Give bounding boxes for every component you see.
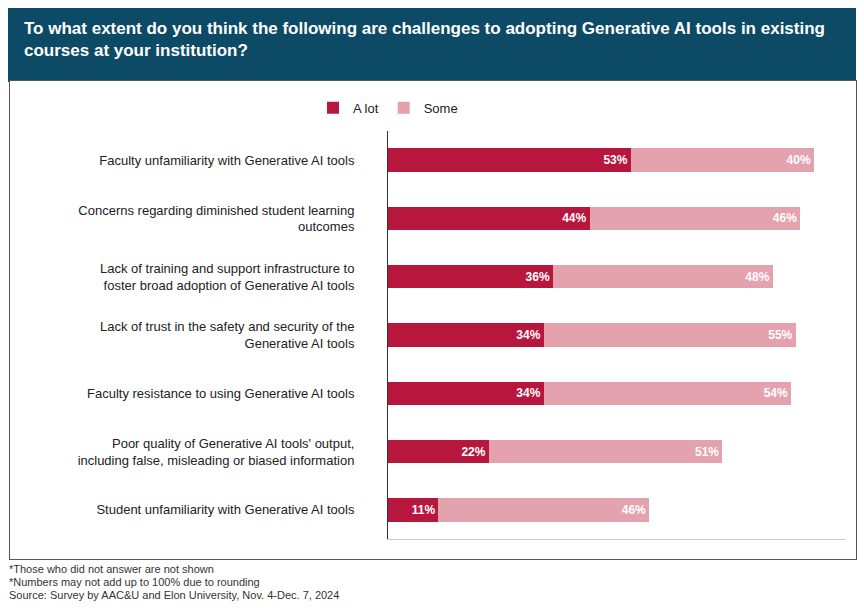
svg-text:Faculty unfamiliarity with Gen: Faculty unfamiliarity with Generative AI… bbox=[99, 153, 355, 168]
svg-text:55%: 55% bbox=[768, 328, 792, 342]
svg-text:Lack of trust in the safety an: Lack of trust in the safety and security… bbox=[100, 319, 355, 351]
svg-text:A lot: A lot bbox=[353, 101, 379, 116]
svg-text:36%: 36% bbox=[526, 270, 550, 284]
svg-text:Student unfamiliarity with Gen: Student unfamiliarity with Generative AI… bbox=[96, 502, 354, 517]
svg-text:34%: 34% bbox=[516, 328, 540, 342]
html-text:*Numbers may not add up to 100: *Numbers may not add up to 100% due to r… bbox=[9, 576, 260, 588]
svg-text:51%: 51% bbox=[695, 445, 719, 459]
svg-text:Poor quality of Generative AI: Poor quality of Generative AI tools' out… bbox=[78, 436, 355, 468]
svg-text:53%: 53% bbox=[603, 153, 627, 167]
svg-text:54%: 54% bbox=[764, 386, 788, 400]
svg-text:46%: 46% bbox=[773, 211, 797, 225]
html-text:To what extent do you think th: To what extent do you think the followin… bbox=[24, 19, 825, 60]
svg-text:22%: 22% bbox=[461, 445, 485, 459]
svg-text:11%: 11% bbox=[412, 503, 436, 517]
svg-text:Some: Some bbox=[424, 101, 458, 116]
svg-text:34%: 34% bbox=[516, 386, 540, 400]
svg-text:44%: 44% bbox=[562, 211, 586, 225]
svg-text:Faculty resistance to using Ge: Faculty resistance to using Generative A… bbox=[87, 386, 355, 401]
svg-text:Lack of training and support i: Lack of training and support infrastruct… bbox=[100, 261, 355, 293]
svg-text:46%: 46% bbox=[622, 503, 646, 517]
svg-text:Concerns regarding diminished: Concerns regarding diminished student le… bbox=[78, 203, 355, 235]
html-text:*Those who did not answer are: *Those who did not answer are not shown bbox=[9, 563, 214, 575]
svg-text:48%: 48% bbox=[745, 270, 769, 284]
html-text:Source: Survey by AAC&U and El: Source: Survey by AAC&U and Elon Univers… bbox=[9, 589, 340, 601]
svg-text:40%: 40% bbox=[787, 153, 811, 167]
